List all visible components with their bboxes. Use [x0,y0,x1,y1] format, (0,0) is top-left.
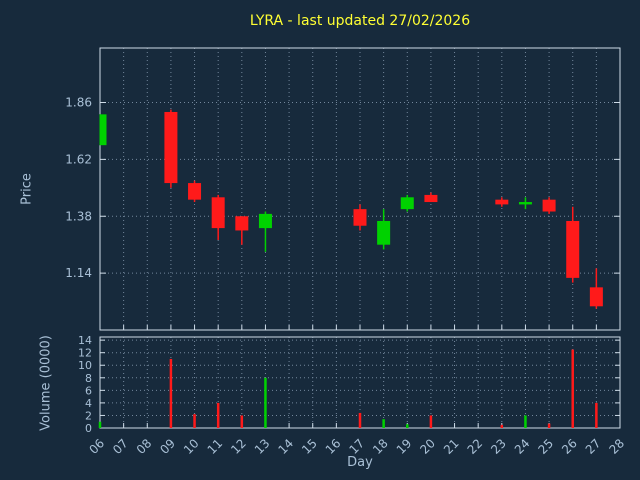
svg-text:21: 21 [441,436,462,457]
svg-text:08: 08 [134,436,155,457]
svg-text:19: 19 [394,436,415,457]
day-axis-label: Day [347,455,373,470]
svg-text:17: 17 [346,436,367,457]
svg-text:07: 07 [110,436,131,457]
svg-text:10: 10 [181,436,202,457]
svg-text:4: 4 [85,397,92,410]
svg-text:6: 6 [85,384,92,397]
svg-text:27: 27 [583,436,604,457]
svg-text:09: 09 [157,436,178,457]
svg-text:14: 14 [78,334,92,347]
svg-text:12: 12 [228,436,249,457]
svg-text:15: 15 [299,436,320,457]
svg-text:1.62: 1.62 [65,152,92,166]
svg-text:28: 28 [606,436,627,457]
svg-text:06: 06 [86,436,107,457]
svg-text:12: 12 [78,347,92,360]
svg-text:11: 11 [205,436,226,457]
svg-text:8: 8 [85,372,92,385]
svg-text:23: 23 [488,436,509,457]
svg-text:25: 25 [536,436,557,457]
svg-text:2: 2 [85,409,92,422]
svg-text:10: 10 [78,359,92,372]
svg-text:13: 13 [252,436,273,457]
svg-text:1.38: 1.38 [65,209,92,223]
svg-text:0: 0 [85,422,92,435]
svg-text:18: 18 [370,436,391,457]
svg-text:26: 26 [559,436,580,457]
svg-text:16: 16 [323,436,344,457]
svg-text:1.14: 1.14 [65,266,92,280]
chart-title: LYRA - last updated 27/02/2026 [249,13,471,29]
svg-text:1.86: 1.86 [65,96,92,110]
svg-text:24: 24 [512,436,533,457]
svg-text:14: 14 [276,436,297,457]
svg-text:20: 20 [417,436,438,457]
svg-text:22: 22 [465,436,486,457]
